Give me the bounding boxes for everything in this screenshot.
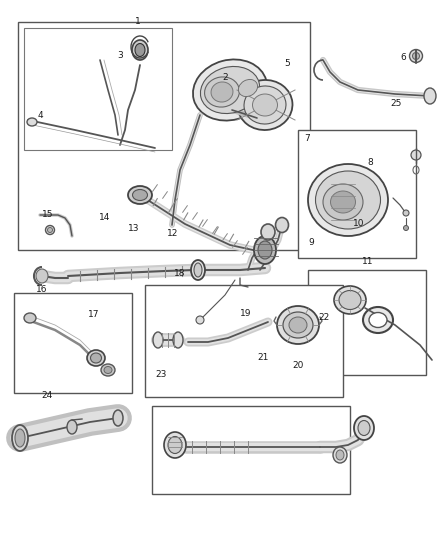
- Ellipse shape: [339, 290, 361, 310]
- Text: 19: 19: [240, 309, 251, 318]
- Ellipse shape: [315, 171, 381, 229]
- Text: 11: 11: [362, 257, 374, 265]
- Ellipse shape: [12, 425, 28, 451]
- Ellipse shape: [244, 86, 286, 124]
- Ellipse shape: [333, 447, 347, 463]
- Text: 14: 14: [99, 213, 111, 222]
- Ellipse shape: [87, 350, 105, 366]
- Text: 21: 21: [257, 353, 268, 361]
- Bar: [24, 28, 172, 150]
- Ellipse shape: [196, 316, 204, 324]
- Ellipse shape: [36, 269, 48, 283]
- Ellipse shape: [104, 367, 112, 374]
- Ellipse shape: [358, 421, 370, 435]
- Text: 25: 25: [391, 100, 402, 108]
- Ellipse shape: [413, 52, 420, 60]
- Text: 15: 15: [42, 210, 53, 219]
- Ellipse shape: [168, 437, 182, 454]
- Ellipse shape: [261, 224, 275, 240]
- Text: 4: 4: [38, 111, 43, 119]
- Text: 17: 17: [88, 310, 100, 319]
- Ellipse shape: [173, 332, 183, 348]
- Ellipse shape: [205, 77, 240, 107]
- Text: 10: 10: [353, 220, 365, 228]
- Ellipse shape: [238, 79, 258, 96]
- Ellipse shape: [132, 40, 148, 60]
- Text: 9: 9: [308, 238, 314, 247]
- Ellipse shape: [153, 332, 163, 348]
- Text: 8: 8: [367, 158, 373, 167]
- Ellipse shape: [15, 429, 25, 447]
- Ellipse shape: [91, 353, 102, 363]
- Ellipse shape: [24, 313, 36, 323]
- Ellipse shape: [276, 217, 289, 232]
- Ellipse shape: [135, 44, 145, 56]
- Text: 13: 13: [128, 224, 139, 232]
- Ellipse shape: [252, 94, 278, 116]
- Ellipse shape: [133, 190, 148, 200]
- Text: 6: 6: [400, 53, 406, 62]
- Text: 18: 18: [174, 270, 185, 278]
- Ellipse shape: [308, 164, 388, 236]
- Text: 1: 1: [135, 18, 141, 26]
- Ellipse shape: [323, 184, 363, 220]
- Bar: [145, 285, 343, 397]
- Ellipse shape: [237, 80, 293, 130]
- Text: 5: 5: [284, 60, 290, 68]
- Text: 24: 24: [42, 391, 53, 400]
- Ellipse shape: [354, 416, 374, 440]
- Ellipse shape: [164, 432, 186, 458]
- Ellipse shape: [410, 50, 423, 62]
- Bar: [152, 406, 350, 494]
- Text: 7: 7: [304, 134, 310, 143]
- Bar: [308, 270, 426, 375]
- Ellipse shape: [191, 260, 205, 280]
- Ellipse shape: [67, 420, 77, 434]
- Ellipse shape: [47, 228, 53, 232]
- Text: 12: 12: [167, 229, 179, 238]
- Ellipse shape: [27, 118, 37, 126]
- Ellipse shape: [403, 210, 409, 216]
- Ellipse shape: [424, 88, 436, 104]
- Ellipse shape: [277, 306, 319, 344]
- Ellipse shape: [258, 241, 272, 259]
- Ellipse shape: [336, 450, 344, 460]
- Ellipse shape: [403, 225, 409, 230]
- Ellipse shape: [194, 263, 202, 277]
- Ellipse shape: [369, 312, 387, 327]
- Text: 2: 2: [223, 73, 228, 82]
- Ellipse shape: [101, 364, 115, 376]
- Ellipse shape: [363, 307, 393, 333]
- Text: 3: 3: [117, 52, 124, 60]
- Text: 23: 23: [155, 370, 167, 378]
- Ellipse shape: [113, 410, 123, 426]
- Text: 22: 22: [318, 313, 330, 321]
- Ellipse shape: [201, 67, 260, 114]
- Ellipse shape: [283, 312, 313, 338]
- Bar: [298, 130, 416, 258]
- Ellipse shape: [331, 191, 356, 213]
- Ellipse shape: [334, 286, 366, 314]
- Ellipse shape: [254, 236, 276, 264]
- Ellipse shape: [193, 60, 267, 120]
- Text: 16: 16: [36, 286, 47, 294]
- Text: 20: 20: [292, 361, 304, 369]
- Ellipse shape: [46, 225, 54, 235]
- Ellipse shape: [128, 186, 152, 204]
- Ellipse shape: [289, 317, 307, 333]
- Ellipse shape: [411, 150, 421, 160]
- Bar: [18, 22, 310, 250]
- Ellipse shape: [211, 82, 233, 102]
- Bar: [14, 293, 132, 393]
